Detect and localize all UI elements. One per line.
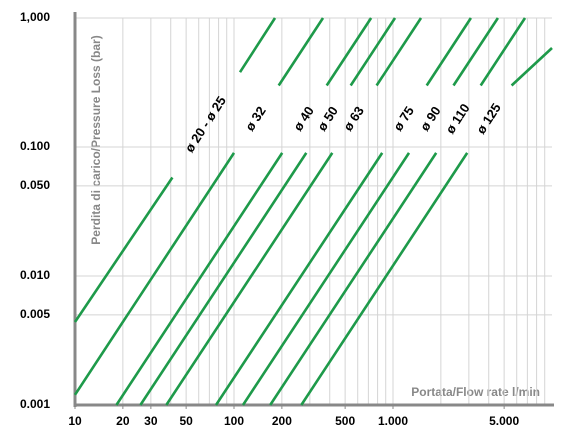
series-line	[241, 17, 499, 406]
y-tick-label: 0.001	[20, 397, 50, 411]
x-tick-label: 50	[179, 414, 193, 428]
series-label: ø 63	[340, 104, 367, 134]
x-tick-label: 20	[116, 414, 130, 428]
y-tick-label: 0.005	[20, 307, 50, 321]
series-line	[73, 17, 277, 323]
series-label: ø 40	[290, 104, 317, 134]
x-tick-label: 5.000	[489, 414, 519, 428]
series-line	[73, 17, 325, 396]
series-line	[300, 47, 553, 406]
y-tick-label: 0.010	[20, 268, 50, 282]
x-tick-label: 500	[335, 414, 355, 428]
series-label: ø 32	[242, 104, 269, 134]
series-label: ø 50	[314, 104, 341, 134]
x-tick-label: 1.000	[378, 414, 408, 428]
x-tick-label: 100	[224, 414, 244, 428]
series-line	[269, 17, 527, 406]
series-label: ø 90	[417, 104, 444, 134]
series-label: ø 125	[473, 101, 504, 137]
series-line	[115, 17, 373, 406]
y-tick-label: 0.100	[20, 139, 50, 153]
x-tick-label: 30	[144, 414, 158, 428]
y-tick-label: 0.050	[20, 178, 50, 192]
series-label: ø 75	[390, 104, 417, 134]
y-axis-title: Perdita di carico/Pressure Loss (bar)	[89, 35, 103, 244]
series-line	[165, 17, 423, 406]
series-label: ø 20 - ø 25	[182, 94, 229, 155]
series-line	[214, 17, 472, 406]
x-axis-title: Portata/Flow rate l/min	[411, 385, 540, 399]
x-tick-label: 10	[68, 414, 82, 428]
y-tick-label: 1,000	[20, 10, 50, 24]
series-label: ø 110	[442, 101, 472, 136]
series-line	[139, 17, 397, 406]
x-tick-label: 200	[272, 414, 292, 428]
